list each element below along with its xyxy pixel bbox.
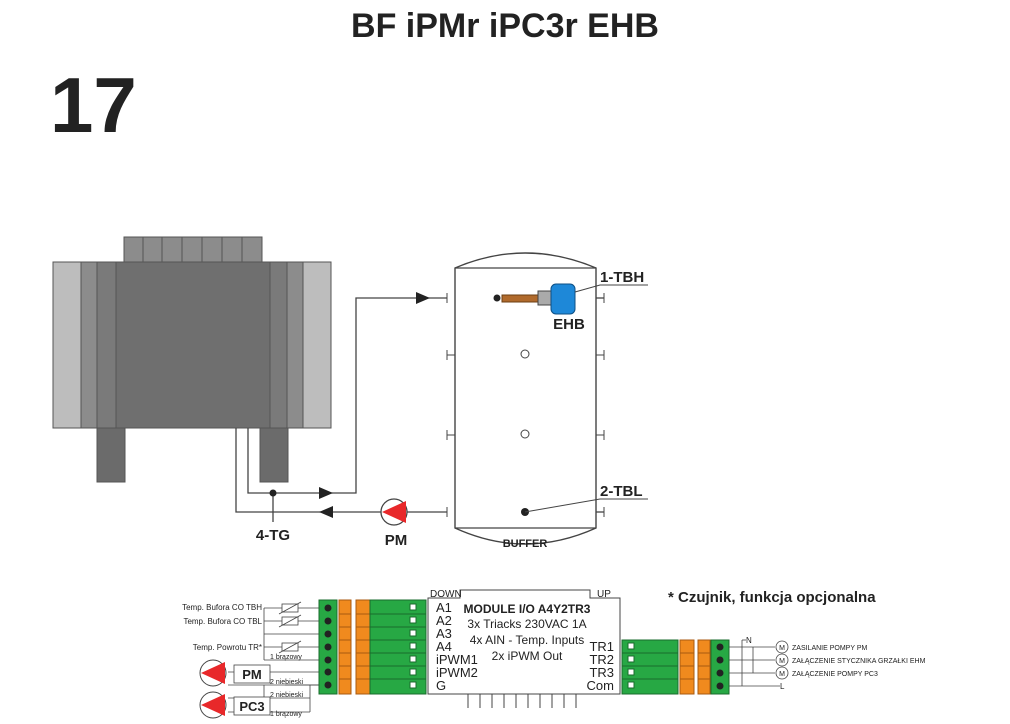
- output-1-label: ZASILANIE POMPY PM: [792, 645, 868, 652]
- optional-note: * Czujnik, funkcja opcjonalna: [668, 589, 876, 606]
- module-inputs: A1 A2 A3 A4 iPWM1 iPWM2 G: [436, 600, 478, 693]
- pump-pm-wiring-label: PM: [242, 667, 262, 682]
- pump-pc3-label: PC3: [239, 699, 264, 714]
- neutral-label: N: [746, 636, 752, 645]
- svg-text:M: M: [779, 671, 785, 678]
- input-a4: A4: [436, 639, 452, 654]
- pump-pm-wiring-icon: [199, 659, 227, 687]
- sensor-tr-label: Temp. Powrotu TR*: [193, 643, 262, 652]
- pipes: [235, 297, 604, 522]
- input-a3: A3: [436, 626, 452, 641]
- input-a2: A2: [436, 613, 452, 628]
- tg-junction: [269, 489, 277, 497]
- svg-text:M: M: [779, 658, 785, 665]
- flow-arrow-icon: [416, 292, 430, 304]
- terminal-block-left-inner: [355, 599, 427, 695]
- svg-text:M: M: [779, 645, 785, 652]
- module-up-label: UP: [597, 589, 611, 600]
- io-module: [427, 589, 621, 708]
- output-tr1: TR1: [589, 639, 614, 654]
- tbl-leader: [524, 498, 648, 513]
- module-down-label: DOWN: [430, 589, 462, 600]
- flow-arrow-icon: [319, 487, 333, 499]
- sensor-symbols: [278, 601, 302, 654]
- terminal-block-left: [318, 599, 352, 695]
- output-3-label: ZAŁĄCZENIE POMPY PC3: [792, 671, 878, 678]
- pump-pm-box: [233, 664, 271, 684]
- pump-pm-label: PM: [385, 532, 408, 549]
- terminal-block-right: [621, 639, 695, 695]
- line-label: L: [780, 682, 785, 691]
- output-tr3: TR3: [589, 665, 614, 680]
- page-title: BF iPMr iPC3r EHB: [351, 7, 659, 45]
- motor-icon: M: [775, 640, 789, 654]
- wire-blue-2: 2 niebieski: [270, 692, 304, 699]
- tbh-label: 1-TBH: [600, 269, 644, 286]
- module-line-2: 4x AIN - Temp. Inputs: [470, 633, 585, 647]
- output-com: Com: [587, 678, 614, 693]
- module-line-1: 3x Triacks 230VAC 1A: [467, 617, 586, 631]
- buffer-tank: [446, 252, 605, 545]
- pump-pc3-icon: [199, 691, 227, 719]
- terminal-block-right-outer: [697, 639, 730, 695]
- input-g: G: [436, 678, 446, 693]
- page-number: 17: [50, 61, 137, 149]
- module-line-3: 2x iPWM Out: [492, 649, 563, 663]
- output-2-label: ZAŁĄCZENIE STYCZNIKA GRZAŁKI EHM: [792, 658, 926, 665]
- input-a1: A1: [436, 600, 452, 615]
- motor-icon: M: [775, 666, 789, 680]
- motor-icon: M: [775, 653, 789, 667]
- output-wires: [729, 639, 780, 687]
- ehb-label: EHB: [553, 316, 585, 333]
- ehb-heater-icon: [493, 283, 576, 315]
- boiler: [52, 236, 332, 483]
- buffer-label: BUFFER: [503, 538, 548, 550]
- input-ipwm2: iPWM2: [436, 665, 478, 680]
- module-outputs: TR1 TR2 TR3 Com: [587, 639, 614, 693]
- wire-blue-1: 2 niebieski: [270, 679, 304, 686]
- flow-arrow-icon: [319, 506, 333, 518]
- tbl-label: 2-TBL: [600, 483, 643, 500]
- output-tr2: TR2: [589, 652, 614, 667]
- wire-brown-1: 1 brązowy: [270, 654, 302, 661]
- module-title: MODULE I/O A4Y2TR3: [464, 602, 591, 616]
- tg-label: 4-TG: [256, 527, 290, 544]
- tbh-leader: [574, 284, 648, 293]
- sensor-tbl-label: Temp. Bufora CO TBL: [183, 617, 262, 626]
- wire-brown-2: 1 brązowy: [270, 711, 302, 718]
- input-ipwm1: iPWM1: [436, 652, 478, 667]
- sensor-tbh-label: Temp. Bufora CO TBH: [182, 603, 262, 612]
- pump-pm-icon: [380, 498, 408, 526]
- pump-pc3-box: [233, 696, 271, 716]
